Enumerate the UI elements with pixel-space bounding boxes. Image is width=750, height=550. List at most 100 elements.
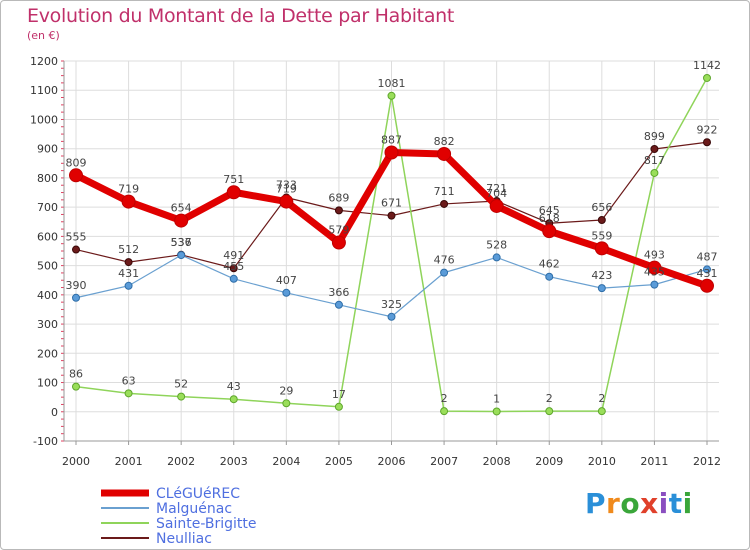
data-point-neulliac <box>334 206 343 215</box>
data-point-neulliac <box>72 245 80 254</box>
logo-letter: r <box>606 487 621 520</box>
data-label-neulliac: 899 <box>644 130 665 143</box>
y-tick-label: 700 <box>37 201 58 214</box>
data-point-cleguerec <box>647 260 662 275</box>
chart-subtitle: (en €) <box>27 29 60 42</box>
data-label-sainte-brigitte: 63 <box>122 374 136 387</box>
logo-letter: P <box>585 487 607 520</box>
data-point-neulliac <box>650 144 659 153</box>
data-label-neulliac: 656 <box>591 201 612 214</box>
logo-letter: o <box>620 487 641 520</box>
legend-item-sainte-brigitte: Sainte-Brigitte <box>101 516 257 532</box>
data-point-malguenac <box>440 268 449 277</box>
data-label-sainte-brigitte: 86 <box>69 368 83 381</box>
legend-label: Malguénac <box>156 501 232 517</box>
data-point-sainte-brigitte <box>703 73 711 82</box>
data-point-neulliac <box>124 258 133 267</box>
series-malguenac <box>72 251 711 321</box>
data-label-malguenac: 431 <box>118 267 139 280</box>
data-point-neulliac <box>440 199 449 208</box>
axes: -100 0 100 200 300 400 500 600 700 800 900 1000 1100… <box>30 55 721 468</box>
data-label-neulliac: 645 <box>539 204 560 217</box>
y-tick-label: 300 <box>37 318 58 331</box>
data-label-malguenac: 366 <box>328 286 349 299</box>
data-label-neulliac: 555 <box>66 231 87 244</box>
data-point-sainte-brigitte <box>650 168 659 177</box>
data-label-cleguerec: 559 <box>591 229 612 242</box>
data-label-neulliac: 512 <box>118 243 139 256</box>
data-point-malguenac <box>229 274 238 283</box>
series-sainte-brigitte <box>72 73 711 416</box>
data-point-sainte-brigitte <box>334 402 343 411</box>
x-tick-label: 2005 <box>325 455 353 468</box>
data-label-neulliac: 689 <box>328 191 349 204</box>
data-point-cleguerec <box>700 278 714 293</box>
data-point-cleguerec <box>279 194 294 209</box>
data-point-malguenac <box>492 253 501 262</box>
data-point-sainte-brigitte <box>597 407 606 416</box>
data-point-sainte-brigitte <box>124 389 133 398</box>
y-tick-label: -100 <box>33 435 58 448</box>
data-label-sainte-brigitte: 2 <box>598 392 605 405</box>
data-label-neulliac: 537 <box>171 236 192 249</box>
data-point-malguenac <box>597 284 606 293</box>
y-tick-label: 900 <box>37 143 58 156</box>
data-point-malguenac <box>703 265 711 274</box>
logo-letter: x <box>640 487 659 520</box>
data-label-cleguerec: 654 <box>171 202 192 215</box>
logo-letter: t <box>668 487 683 520</box>
y-tick-label: 600 <box>37 230 58 243</box>
legend-item-neulliac: Neulliac <box>101 531 212 547</box>
data-point-neulliac <box>597 216 606 225</box>
data-point-neulliac <box>229 264 238 273</box>
x-tick-label: 2006 <box>378 455 406 468</box>
proxiti-logo: Proxiti <box>585 487 693 520</box>
data-point-cleguerec <box>121 194 136 209</box>
data-point-malguenac <box>282 288 291 297</box>
data-label-sainte-brigitte: 1081 <box>378 77 406 90</box>
data-label-sainte-brigitte: 43 <box>227 380 241 393</box>
data-label-neulliac: 671 <box>381 197 402 210</box>
data-label-cleguerec: 431 <box>697 267 718 280</box>
y-tick-label: 1000 <box>30 113 58 126</box>
data-point-cleguerec <box>489 198 504 213</box>
data-point-sainte-brigitte <box>545 407 554 416</box>
data-label-cleguerec: 719 <box>276 183 297 196</box>
data-point-sainte-brigitte <box>72 382 80 391</box>
y-tick-label: 800 <box>37 172 58 185</box>
data-label-sainte-brigitte: 2 <box>441 392 448 405</box>
data-point-malguenac <box>177 251 186 260</box>
x-tick-label: 2004 <box>272 455 300 468</box>
data-label-sainte-brigitte: 29 <box>279 384 293 397</box>
data-point-sainte-brigitte <box>492 407 501 416</box>
x-tick-label: 2007 <box>430 455 458 468</box>
data-point-sainte-brigitte <box>282 399 291 408</box>
data-label-sainte-brigitte: 817 <box>644 154 665 167</box>
data-label-cleguerec: 719 <box>118 183 139 196</box>
data-point-sainte-brigitte <box>177 392 186 401</box>
data-label-malguenac: 462 <box>539 258 560 271</box>
data-label-malguenac: 487 <box>697 250 718 263</box>
data-point-malguenac <box>650 280 659 289</box>
y-tick-label: 200 <box>37 347 58 360</box>
data-label-malguenac: 455 <box>223 260 244 273</box>
x-tick-label: 2009 <box>535 455 563 468</box>
data-label-neulliac: 721 <box>486 182 507 195</box>
legend-item-malguenac: Malguénac <box>101 501 232 517</box>
data-point-malguenac <box>545 272 554 281</box>
legend: CLéGUéRECMalguénacSainte-BrigitteNeullia… <box>101 486 257 547</box>
data-label-malguenac: 476 <box>434 254 455 267</box>
data-label-cleguerec: 882 <box>434 135 455 148</box>
x-tick-label: 2010 <box>588 455 616 468</box>
data-label-cleguerec: 887 <box>381 133 402 146</box>
x-tick-label: 2002 <box>167 455 195 468</box>
x-tick-label: 2008 <box>483 455 511 468</box>
data-label-sainte-brigitte: 1142 <box>693 59 721 72</box>
y-tick-label: 0 <box>51 406 58 419</box>
data-label-cleguerec: 809 <box>66 156 87 169</box>
data-label-sainte-brigitte: 17 <box>332 388 346 401</box>
data-point-sainte-brigitte <box>440 407 449 416</box>
logo-letter: i <box>658 487 669 520</box>
y-tick-label: 500 <box>37 260 58 273</box>
data-label-sainte-brigitte: 1 <box>493 392 500 405</box>
